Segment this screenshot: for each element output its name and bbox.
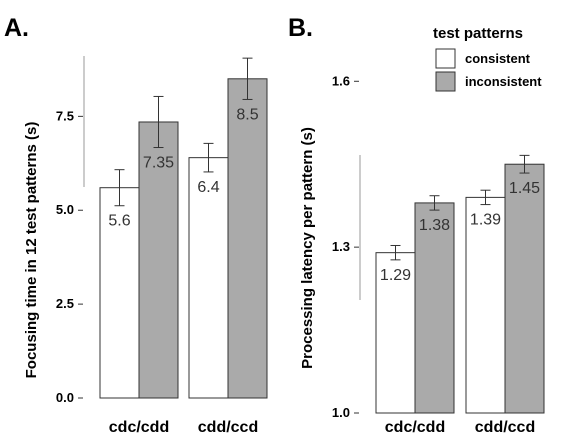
panel-a-value-label-consistent-1: 6.4 — [197, 179, 219, 196]
panel-a-value-label-inconsistent-0: 7.35 — [143, 155, 174, 172]
panel-b-label: B. — [288, 14, 313, 42]
panel-b-plot: 1.0 1.3 1.6 1.29 1.38 cdc/cdd 1.39 1.45 cdd/ccd — [332, 73, 545, 436]
panel-b-value-label-inconsistent-1: 1.45 — [509, 180, 540, 197]
panel-b-y-tick-label: 1.6 — [332, 73, 350, 88]
panel-b-y-tick-label: 1.3 — [332, 239, 350, 254]
panel-a-y-tick-label: 5.0 — [56, 202, 74, 217]
legend: test patterns consistent inconsistent — [433, 25, 542, 92]
panel-b-ylabel: Processing latency per pattern (s) — [299, 127, 316, 369]
panel-b-bar-inconsistent-0 — [414, 202, 455, 414]
panel-a-bar-inconsistent-1 — [227, 78, 268, 399]
legend-label-consistent: consistent — [465, 51, 531, 66]
legend-title: test patterns — [433, 25, 523, 42]
panel-b-category-label-1: cdd/ccd — [475, 419, 535, 436]
panel-a-bar-consistent-0 — [99, 187, 140, 399]
panel-a-value-label-consistent-0: 5.6 — [108, 213, 130, 230]
panel-b-bar-inconsistent-1 — [504, 163, 545, 414]
panel-b-y-tick-label: 1.0 — [332, 405, 350, 420]
panel-a-bar-inconsistent-0 — [138, 121, 179, 399]
panel-a-y-tick-label: 0.0 — [56, 390, 74, 405]
panel-a-label: A. — [4, 14, 29, 42]
legend-swatch-inconsistent — [435, 71, 456, 92]
panel-a-y-tick-label: 2.5 — [56, 296, 74, 311]
panel-b-category-label-0: cdc/cdd — [385, 419, 445, 436]
panel-b-value-label-consistent-1: 1.39 — [470, 212, 501, 229]
panel-a-y-tick-label: 7.5 — [56, 108, 74, 123]
panel-a-ylabel: Focusing time in 12 test patterns (s) — [23, 122, 40, 379]
legend-label-inconsistent: inconsistent — [465, 74, 542, 89]
panel-b-value-label-inconsistent-0: 1.38 — [419, 217, 450, 234]
panel-a-category-label-1: cdd/ccd — [198, 419, 258, 436]
panel-b-value-label-consistent-0: 1.29 — [380, 267, 411, 284]
panel-b-bar-consistent-1 — [465, 196, 506, 414]
panel-a-plot: 0.0 2.5 5.0 7.5 5.6 7.35 cdc/cdd 6.4 8.5 cdd/ccd — [56, 56, 268, 436]
legend-swatch-consistent — [435, 48, 456, 69]
panel-a-value-label-inconsistent-1: 8.5 — [236, 106, 258, 123]
panel-a-category-label-0: cdc/cdd — [109, 419, 169, 436]
